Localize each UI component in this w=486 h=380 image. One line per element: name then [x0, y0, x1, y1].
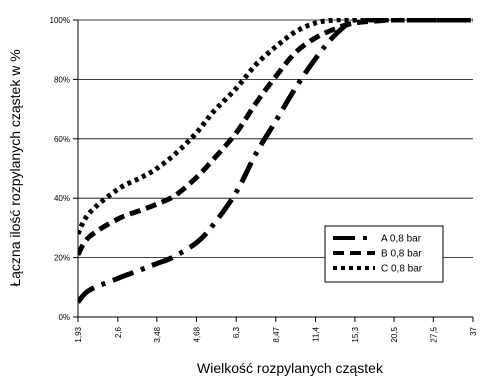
- legend-label: C 0,8 bar: [381, 264, 423, 275]
- axes: [73, 19, 474, 322]
- x-tick-label: 3,48: [153, 326, 162, 342]
- legend-box: [324, 225, 444, 283]
- x-tick-labels: 1,93 2,6 3,48 4,68 6,3 8,47 11,4 15,3 20,5 27,5 37: [74, 326, 478, 342]
- x-tick-label: 27,5: [429, 326, 438, 342]
- series-line-c: [78, 18, 473, 236]
- x-tick-label: 2,6: [114, 326, 123, 338]
- x-tick-label: 1,93: [74, 326, 83, 342]
- y-axis-title: Łączna ilość rozpylanych cząstek w %: [7, 49, 23, 286]
- y-tick-label: 60%: [54, 135, 70, 144]
- series-layer: [78, 18, 473, 304]
- x-tick-label: 6,3: [232, 326, 241, 338]
- y-tick-label: 0%: [58, 313, 70, 322]
- x-tick-label: 4,68: [192, 326, 201, 342]
- series-line-b: [78, 18, 473, 256]
- y-tick-label: 40%: [54, 194, 70, 203]
- x-tick-label: 8,47: [272, 326, 281, 342]
- y-tick-label: 100%: [50, 16, 70, 25]
- legend-label: B 0,8 bar: [381, 249, 422, 260]
- y-tick-labels: 0% 20% 40% 60% 80% 100%: [50, 16, 70, 322]
- y-tick-label: 20%: [54, 254, 70, 263]
- x-axis-title: Wielkość rozpylanych cząstek: [197, 360, 384, 376]
- legend: A 0,8 bar B 0,8 bar C 0,8 bar: [324, 225, 444, 283]
- y-tick-label: 80%: [54, 75, 70, 84]
- grid: [78, 19, 473, 259]
- x-tick-label: 20,5: [390, 326, 399, 342]
- x-tick-label: 11,4: [312, 326, 321, 342]
- x-tick-label: 37: [469, 326, 478, 335]
- legend-label: A 0,8 bar: [381, 234, 422, 245]
- x-tick-label: 15,3: [351, 326, 360, 342]
